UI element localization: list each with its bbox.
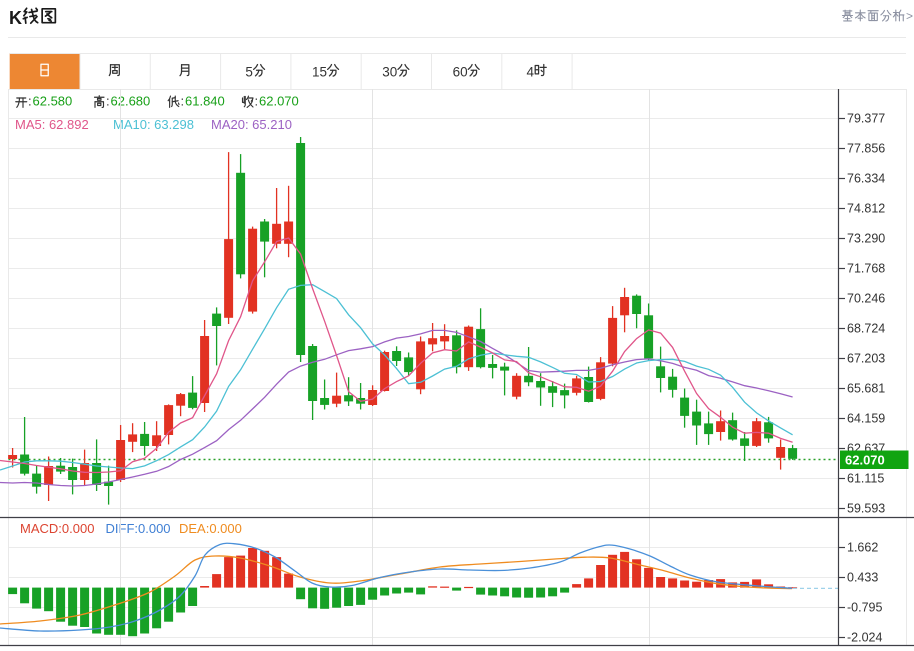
svg-text:71.768: 71.768 — [847, 262, 885, 276]
svg-text:1.662: 1.662 — [847, 541, 878, 555]
svg-text:MA20: 65.210: MA20: 65.210 — [211, 117, 292, 132]
svg-text:61.115: 61.115 — [847, 472, 884, 486]
svg-text:>: > — [906, 9, 913, 23]
svg-text:65.681: 65.681 — [847, 382, 885, 396]
svg-text:K: K — [9, 8, 22, 28]
svg-text:64.159: 64.159 — [847, 412, 885, 426]
svg-text:67.203: 67.203 — [847, 352, 885, 366]
svg-text:-2.024: -2.024 — [847, 631, 882, 645]
svg-text:62.680: 62.680 — [111, 94, 151, 109]
svg-text:62.070: 62.070 — [259, 94, 299, 109]
svg-text::: : — [181, 94, 185, 109]
svg-text:62.580: 62.580 — [33, 94, 73, 109]
svg-text:MA10: 63.298: MA10: 63.298 — [113, 117, 194, 132]
svg-text:0.433: 0.433 — [847, 571, 878, 585]
svg-text:77.856: 77.856 — [847, 142, 885, 156]
svg-text:73.290: 73.290 — [847, 232, 885, 246]
svg-text:74.812: 74.812 — [847, 202, 885, 216]
svg-text:5: 5 — [245, 65, 253, 80]
svg-text:70.246: 70.246 — [847, 292, 885, 306]
svg-text::: : — [106, 94, 110, 109]
svg-text::: : — [28, 94, 32, 109]
svg-text:15: 15 — [312, 65, 327, 80]
svg-text:4: 4 — [527, 65, 535, 80]
svg-text:MA5: 62.892: MA5: 62.892 — [15, 117, 89, 132]
svg-text:-0.795: -0.795 — [847, 601, 882, 615]
svg-text:DIFF:0.000: DIFF:0.000 — [106, 521, 171, 536]
svg-text:59.593: 59.593 — [847, 502, 885, 516]
svg-text:60: 60 — [453, 65, 468, 80]
svg-text:76.334: 76.334 — [847, 172, 885, 186]
svg-text:62.070: 62.070 — [845, 453, 885, 468]
svg-text:79.377: 79.377 — [847, 112, 885, 126]
svg-text:68.724: 68.724 — [847, 322, 885, 336]
svg-text:30: 30 — [382, 65, 397, 80]
svg-text:DEA:0.000: DEA:0.000 — [179, 521, 242, 536]
svg-text:MACD:0.000: MACD:0.000 — [20, 521, 94, 536]
svg-text:61.840: 61.840 — [185, 94, 225, 109]
svg-text::: : — [255, 94, 259, 109]
